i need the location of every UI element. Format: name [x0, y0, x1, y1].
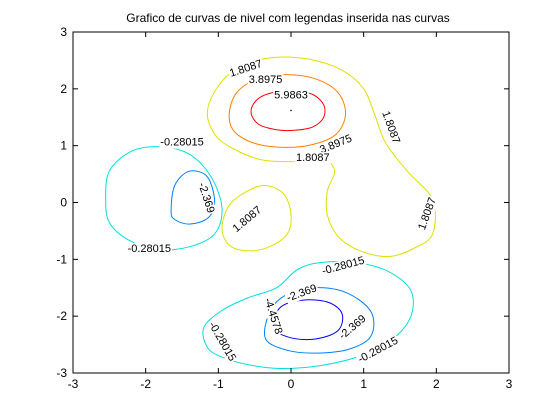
y-tick-label-2: -1 [56, 252, 67, 266]
chart-title: Grafico de curvas de nivel com legendas … [126, 11, 450, 25]
contour-label-bg-8 [159, 136, 205, 149]
y-tick-label-5: 2 [60, 82, 67, 96]
contour-label-bg-14 [284, 282, 320, 305]
contour-label-10: -0.28015 [321, 255, 366, 278]
center-point-0 [290, 109, 292, 112]
y-tick-label-0: -3 [56, 366, 67, 380]
y-tick-label-4: 1 [60, 139, 67, 153]
y-tick-label-1: -2 [56, 309, 67, 323]
contour-label-bg-6 [415, 195, 440, 233]
contour-label-16: -4.4578 [261, 297, 284, 336]
contour-label-8: -0.28015 [160, 137, 203, 149]
contour-label-bg-3 [227, 57, 265, 81]
x-tick-label-4: 1 [360, 377, 367, 391]
y-axis-ticks: -3 -2 -1 0 1 2 3 [56, 25, 509, 380]
y-tick-label-6: 3 [60, 25, 67, 39]
contour-label-bg-0 [273, 89, 309, 102]
x-tick-label-1: -2 [140, 377, 151, 391]
contour-label-bg-1 [247, 74, 284, 87]
contour-label-0: 5.9863 [274, 90, 308, 102]
contour-line-level-5-0 [271, 299, 344, 341]
contour-label-14: -2.369 [285, 282, 318, 304]
y-tick-label-3: 0 [60, 196, 67, 210]
contour-label-bg-4 [378, 108, 403, 147]
contour-label-13: -2.369 [196, 181, 217, 214]
axes-box [72, 31, 510, 374]
contour-label-bg-15 [336, 312, 370, 343]
x-tick-label-3: 0 [288, 377, 295, 391]
x-axis-ticks: -3 -2 -1 0 1 2 3 [68, 32, 513, 391]
x-tick-label-2: -1 [213, 377, 224, 391]
contour-label-1: 3.8975 [249, 74, 283, 86]
contour-line-level-4-0 [170, 170, 216, 225]
contour-label-bg-12 [355, 334, 402, 367]
contour-label-15: -2.369 [337, 313, 369, 342]
contour-line-level-2-1 [221, 184, 292, 252]
x-tick-label-6: 3 [506, 377, 513, 391]
contour-label-9: -0.28015 [128, 243, 171, 255]
contour-label-bg-13 [195, 180, 217, 216]
contour-label-bg-2 [317, 132, 355, 157]
contour-label-7: 1.8087 [231, 204, 264, 235]
contour-line-level-4-1 [263, 287, 375, 354]
contour-label-12: -0.28015 [356, 335, 400, 366]
contour-label-4: 1.8087 [379, 110, 402, 146]
contour-label-bg-16 [261, 295, 285, 337]
contour-line-level-1-0 [228, 74, 347, 148]
contour-line-level-3-1 [202, 261, 414, 370]
contour-label-bg-5 [294, 152, 331, 165]
x-tick-label-0: -3 [68, 377, 79, 391]
contour-label-bg-10 [319, 254, 367, 278]
contour-label-bg-9 [126, 243, 173, 256]
contour-label-5: 1.8087 [296, 152, 330, 164]
contour-label-bg-7 [229, 203, 265, 236]
contour-label-bg-11 [205, 319, 239, 365]
contour-line-level-2-0 [206, 56, 436, 258]
contour-labels: 5.98633.89753.89751.80871.80871.80871.80… [126, 57, 440, 367]
x-tick-label-5: 2 [433, 377, 440, 391]
contour-line-level-3-0 [105, 146, 223, 251]
